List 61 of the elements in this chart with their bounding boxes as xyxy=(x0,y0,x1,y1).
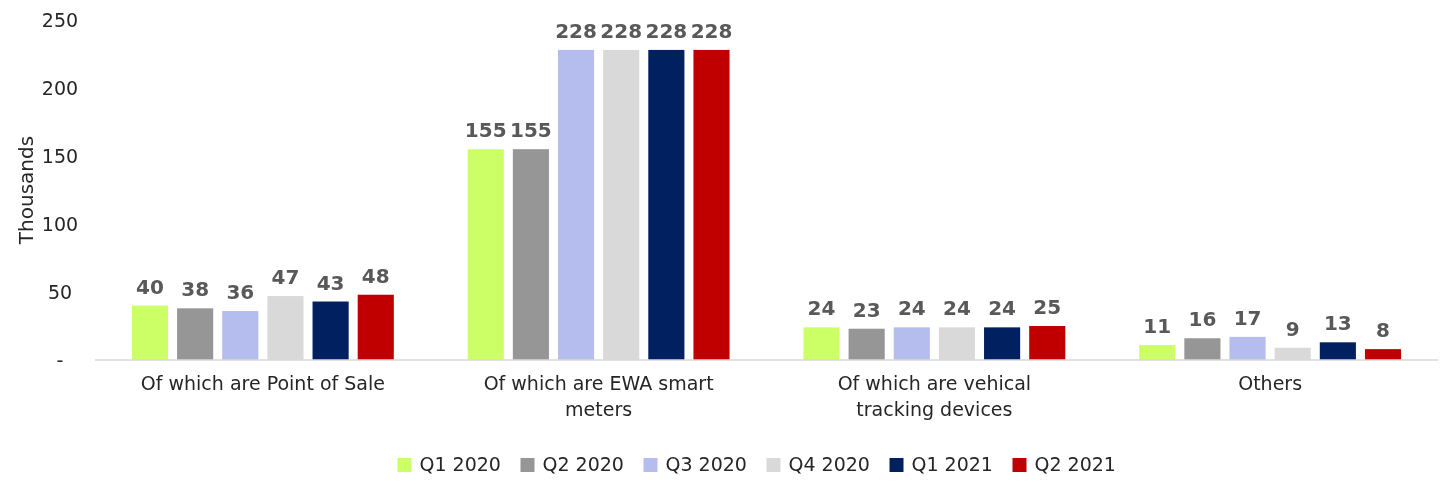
data-label: 11 xyxy=(1143,314,1172,339)
y-tick-label: 100 xyxy=(41,212,79,235)
data-label: 48 xyxy=(361,263,390,288)
bar xyxy=(1364,349,1402,360)
data-label: 43 xyxy=(316,270,345,295)
x-tick-label: Others xyxy=(1238,372,1303,394)
data-label: 24 xyxy=(988,296,1017,321)
data-label: 24 xyxy=(943,296,971,321)
data-label: 40 xyxy=(136,274,164,299)
legend-label: Q1 2021 xyxy=(911,453,993,475)
data-label: 228 xyxy=(555,18,597,43)
bar xyxy=(1184,338,1221,360)
x-tick-label: Of which are EWA smart meters xyxy=(483,372,714,420)
data-label: 38 xyxy=(181,277,210,302)
data-label: 25 xyxy=(1033,295,1062,319)
data-label: 8 xyxy=(1376,318,1390,343)
bar xyxy=(222,311,259,360)
bar xyxy=(512,149,549,360)
data-label: 155 xyxy=(464,118,507,143)
bar xyxy=(984,327,1021,360)
legend-label: Q2 2021 xyxy=(1034,453,1116,475)
data-label: 24 xyxy=(807,296,836,321)
bar xyxy=(467,149,504,360)
legend-label: Q4 2020 xyxy=(788,453,870,475)
legend-label: Q2 2020 xyxy=(542,453,624,475)
data-label: 155 xyxy=(510,118,552,143)
bar xyxy=(693,49,730,360)
bar xyxy=(803,327,840,360)
legend-label: Q1 2020 xyxy=(419,453,501,475)
bar xyxy=(648,49,685,360)
legend-label: Q3 2020 xyxy=(665,453,747,475)
data-label: 228 xyxy=(690,18,733,43)
y-tick-label: 50 xyxy=(47,280,73,303)
data-label: 9 xyxy=(1285,316,1300,341)
y-tick-label: 150 xyxy=(41,144,79,167)
y-tick-label: 250 xyxy=(41,8,79,31)
data-label: 13 xyxy=(1323,311,1352,336)
data-label: 17 xyxy=(1233,305,1262,330)
data-label: 36 xyxy=(226,280,255,305)
data-label: 24 xyxy=(897,296,926,321)
bar xyxy=(557,49,595,360)
data-label: 228 xyxy=(645,18,688,43)
y-axis-title: Thousands xyxy=(14,135,38,246)
x-tick-label: Of which are vehical tracking devices xyxy=(837,372,1032,420)
bar xyxy=(131,305,169,360)
data-label: 228 xyxy=(600,18,643,43)
bar xyxy=(893,327,930,360)
data-label: 47 xyxy=(271,265,300,290)
bar xyxy=(1029,326,1066,360)
y-tick-label: 200 xyxy=(41,76,79,99)
bar xyxy=(312,301,349,360)
bar xyxy=(1319,342,1356,360)
bar xyxy=(1139,345,1176,360)
bar xyxy=(848,328,885,360)
bar xyxy=(357,294,394,360)
data-label: 23 xyxy=(852,297,881,322)
data-label: 16 xyxy=(1188,307,1217,332)
x-tick-label: Of which are Point of Sale xyxy=(140,372,385,394)
bar xyxy=(177,308,214,360)
y-tick-label: - xyxy=(56,348,64,371)
bar xyxy=(1229,336,1266,360)
